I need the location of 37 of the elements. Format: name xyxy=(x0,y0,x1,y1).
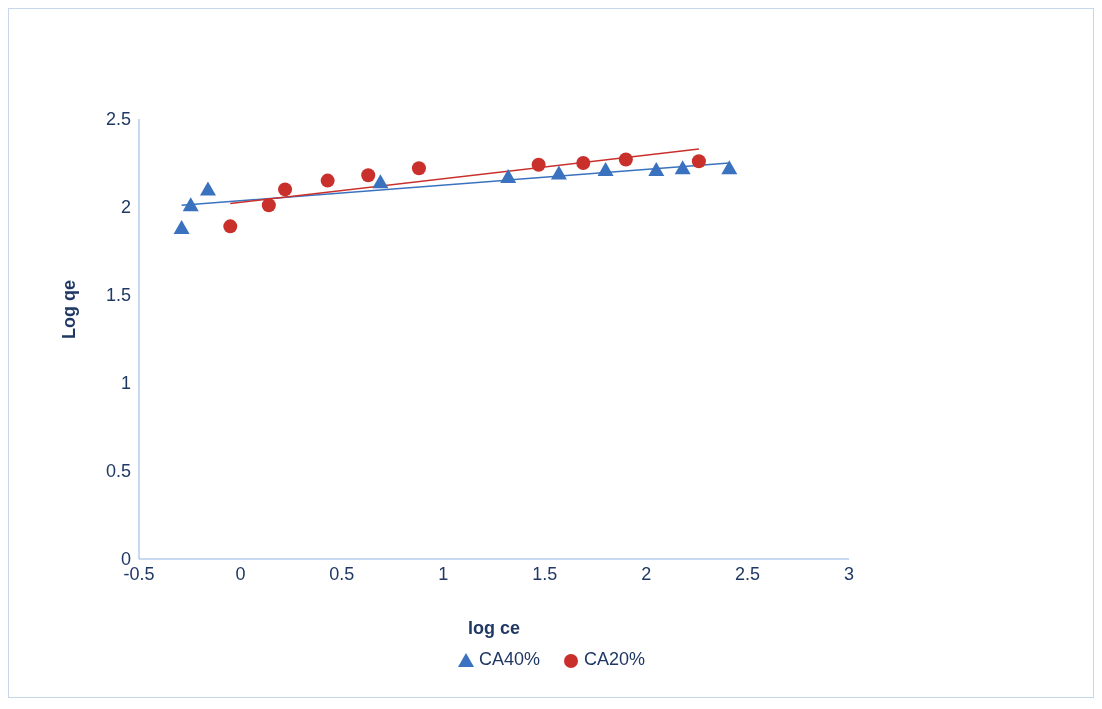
point xyxy=(411,161,426,176)
point xyxy=(648,162,665,177)
point xyxy=(182,197,199,212)
x-tick-label: 1.5 xyxy=(532,563,558,584)
point xyxy=(597,162,614,177)
point xyxy=(500,169,517,184)
point xyxy=(372,174,389,189)
point xyxy=(576,156,591,170)
x-tick-label: 0 xyxy=(235,563,246,584)
point xyxy=(721,160,738,175)
y-tick-label: 0 xyxy=(120,549,131,570)
point xyxy=(320,173,335,188)
x-axis-title: log ce xyxy=(467,618,521,638)
point xyxy=(674,160,691,175)
point xyxy=(531,157,546,172)
legend-label: CA40% xyxy=(477,649,540,670)
point xyxy=(223,219,238,234)
y-tick-label: 0.5 xyxy=(105,461,131,482)
point xyxy=(278,182,293,197)
y-axis-title: Log qe xyxy=(59,280,80,339)
point xyxy=(361,168,376,183)
legend-label: CA20% xyxy=(583,649,646,670)
x-tick-label: 2 xyxy=(641,563,652,584)
point xyxy=(199,181,216,196)
x-tick-label: 1 xyxy=(438,563,449,584)
y-tick-label: 1 xyxy=(120,373,131,394)
point xyxy=(261,198,276,213)
x-tick-label: 3 xyxy=(843,563,855,584)
x-tick-label: 2.5 xyxy=(735,563,761,584)
y-tick-label: 2 xyxy=(120,197,131,218)
y-tick-label: 1.5 xyxy=(105,285,131,306)
y-tick-label: 2.5 xyxy=(105,109,131,130)
point xyxy=(550,165,567,180)
x-tick-label: 0.5 xyxy=(329,563,355,584)
point xyxy=(173,220,190,235)
point xyxy=(691,154,706,169)
point xyxy=(618,152,633,167)
